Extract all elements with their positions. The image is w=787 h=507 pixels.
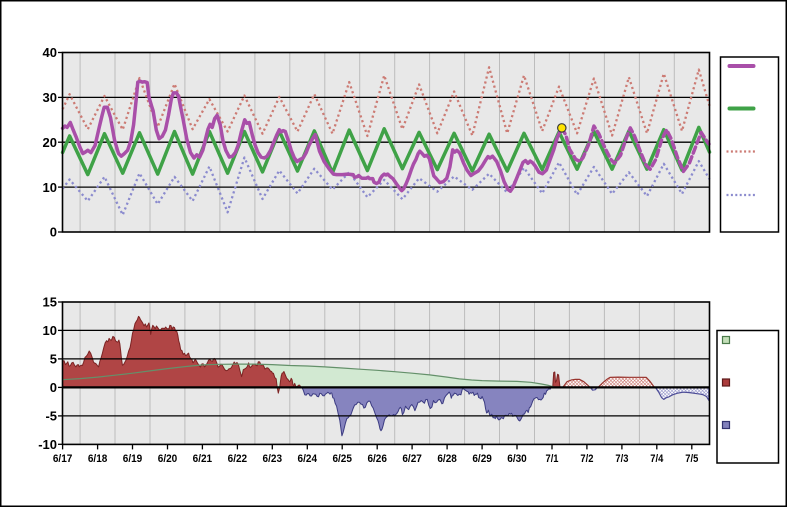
svg-text:6/23: 6/23: [263, 453, 283, 465]
svg-text:20: 20: [43, 135, 57, 150]
svg-text:10: 10: [43, 180, 57, 195]
svg-text:-5: -5: [45, 409, 57, 424]
svg-text:7/4: 7/4: [650, 453, 664, 465]
svg-text:0: 0: [50, 225, 57, 240]
svg-text:6/22: 6/22: [228, 453, 248, 465]
svg-text:6/17: 6/17: [53, 453, 73, 465]
svg-text:30: 30: [43, 90, 57, 105]
svg-text:6/30: 6/30: [507, 453, 527, 465]
svg-text:7/5: 7/5: [685, 453, 698, 465]
svg-text:6/20: 6/20: [158, 453, 178, 465]
svg-text:6/29: 6/29: [472, 453, 492, 465]
svg-text:7/1: 7/1: [546, 453, 559, 465]
svg-text:10: 10: [43, 323, 57, 338]
svg-text:7/2: 7/2: [580, 453, 593, 465]
svg-text:7/3: 7/3: [615, 453, 628, 465]
svg-text:6/26: 6/26: [367, 453, 387, 465]
svg-text:6/25: 6/25: [332, 453, 352, 465]
svg-text:6/18: 6/18: [88, 453, 108, 465]
svg-text:6/24: 6/24: [298, 453, 318, 465]
svg-text:-10: -10: [38, 437, 57, 452]
svg-text:0: 0: [50, 380, 57, 395]
svg-text:40: 40: [43, 45, 57, 60]
svg-text:5: 5: [50, 352, 57, 367]
svg-text:6/27: 6/27: [402, 453, 422, 465]
svg-text:6/21: 6/21: [193, 453, 213, 465]
svg-text:6/19: 6/19: [123, 453, 143, 465]
svg-text:6/28: 6/28: [437, 453, 457, 465]
svg-text:15: 15: [43, 295, 57, 310]
